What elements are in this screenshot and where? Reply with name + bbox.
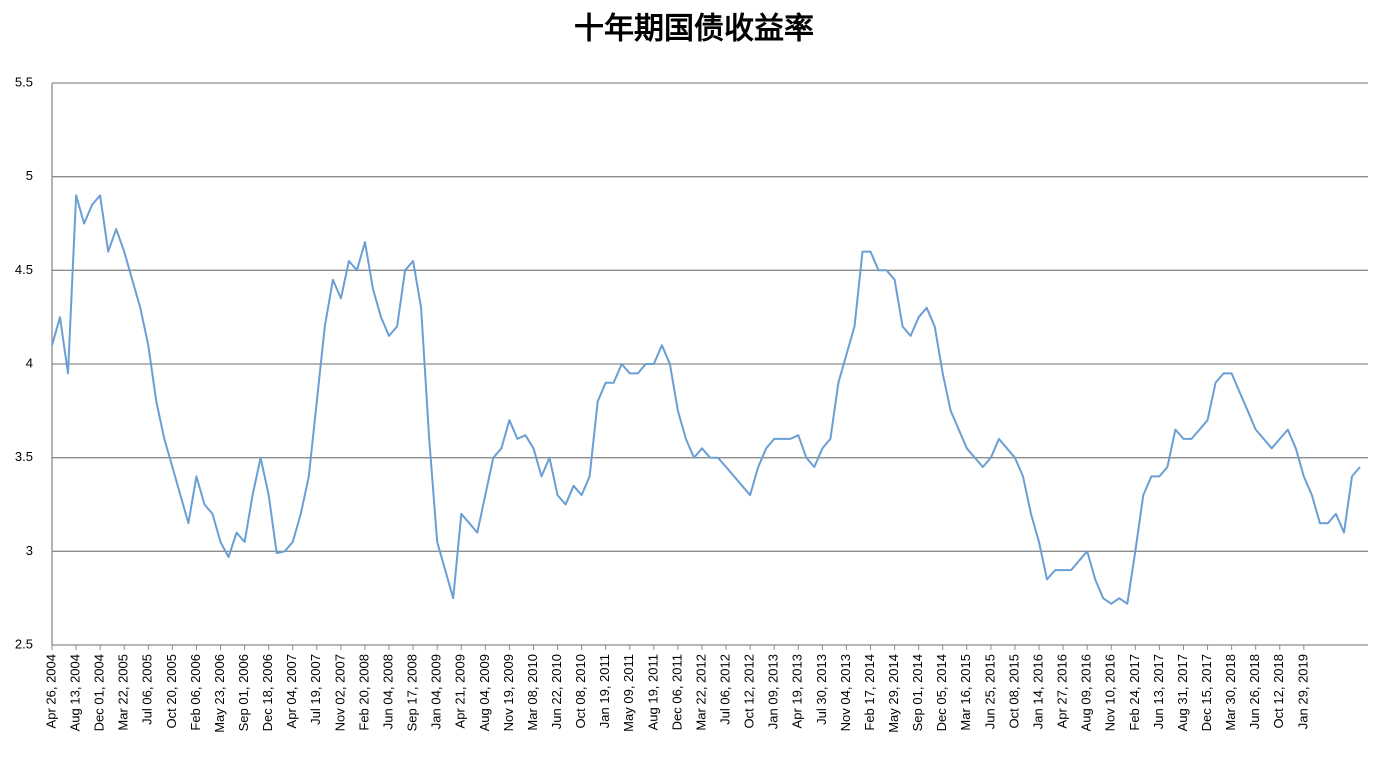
x-tick-label: Jun 25, 2015 — [982, 654, 997, 729]
x-tick-label: Dec 15, 2017 — [1199, 654, 1214, 731]
x-tick-label: Oct 20, 2005 — [164, 654, 179, 728]
x-tick-label: Jul 06, 2005 — [140, 654, 155, 725]
x-tick-label: Oct 08, 2015 — [1006, 654, 1021, 728]
x-tick-label: Aug 31, 2017 — [1175, 654, 1190, 731]
x-tick-label: Jun 13, 2017 — [1151, 654, 1166, 729]
x-tick-label: Apr 26, 2004 — [43, 654, 58, 728]
x-tick-label: Oct 12, 2012 — [742, 654, 757, 728]
x-tick-label: Apr 21, 2009 — [453, 654, 468, 728]
y-tick-label: 3.5 — [15, 449, 33, 464]
y-tick-label: 4.5 — [15, 262, 33, 277]
y-tick-label: 2.5 — [15, 636, 33, 651]
y-tick-label: 3 — [26, 543, 33, 558]
x-tick-label: Mar 22, 2012 — [693, 654, 708, 731]
x-tick-label: Dec 01, 2004 — [92, 654, 107, 731]
x-tick-label: Jun 04, 2008 — [380, 654, 395, 729]
x-tick-label: Apr 04, 2007 — [284, 654, 299, 728]
x-tick-label: Jun 26, 2018 — [1247, 654, 1262, 729]
x-tick-label: Feb 06, 2006 — [188, 654, 203, 731]
x-tick-label: Aug 04, 2009 — [477, 654, 492, 731]
x-tick-label: Nov 10, 2016 — [1103, 654, 1118, 731]
x-tick-label: Sep 01, 2006 — [236, 654, 251, 731]
x-tick-label: Nov 02, 2007 — [332, 654, 347, 731]
x-tick-label: Jul 06, 2012 — [717, 654, 732, 725]
y-tick-label: 5.5 — [15, 74, 33, 89]
x-tick-label: Feb 20, 2008 — [356, 654, 371, 731]
x-tick-label: Feb 24, 2017 — [1127, 654, 1142, 731]
x-tick-label: Jan 29, 2019 — [1295, 654, 1310, 729]
x-tick-label: Jul 19, 2007 — [308, 654, 323, 725]
x-tick-label: Sep 17, 2008 — [405, 654, 420, 731]
x-tick-label: Mar 08, 2010 — [525, 654, 540, 731]
x-tick-label: Mar 22, 2005 — [116, 654, 131, 731]
x-tick-label: Jun 22, 2010 — [549, 654, 564, 729]
x-tick-label: Apr 19, 2013 — [790, 654, 805, 728]
x-tick-label: Jan 14, 2016 — [1030, 654, 1045, 729]
x-tick-label: Sep 01, 2014 — [910, 654, 925, 731]
x-tick-label: Jan 04, 2009 — [429, 654, 444, 729]
x-tick-label: Aug 19, 2011 — [645, 654, 660, 730]
x-tick-label: Nov 19, 2009 — [501, 654, 516, 731]
x-tick-label: May 29, 2014 — [886, 654, 901, 733]
x-tick-label: Oct 08, 2010 — [573, 654, 588, 728]
y-tick-label: 4 — [26, 355, 33, 370]
x-tick-label: Mar 30, 2018 — [1223, 654, 1238, 731]
x-tick-label: Jul 30, 2013 — [814, 654, 829, 725]
x-tick-label: Nov 04, 2013 — [838, 654, 853, 731]
x-tick-label: Dec 06, 2011 — [669, 654, 684, 730]
x-tick-label: Jan 09, 2013 — [766, 654, 781, 729]
x-tick-label: Apr 27, 2016 — [1055, 654, 1070, 728]
x-tick-label: Dec 18, 2006 — [260, 654, 275, 731]
y-tick-label: 5 — [26, 168, 33, 183]
x-tick-label: Jan 19, 2011 — [597, 654, 612, 728]
x-tick-label: Feb 17, 2014 — [862, 654, 877, 731]
x-tick-label: May 09, 2011 — [621, 654, 636, 732]
x-tick-label: Aug 13, 2004 — [68, 654, 83, 731]
x-tick-label: Mar 16, 2015 — [958, 654, 973, 731]
chart-title: 十年期国债收益率 — [574, 12, 814, 47]
data-line — [51, 194, 1361, 605]
x-tick-label: May 23, 2006 — [212, 654, 227, 733]
x-tick-label: Dec 05, 2014 — [934, 654, 949, 731]
x-tick-label: Aug 09, 2016 — [1079, 654, 1094, 731]
x-tick-label: Oct 12, 2018 — [1271, 654, 1286, 728]
